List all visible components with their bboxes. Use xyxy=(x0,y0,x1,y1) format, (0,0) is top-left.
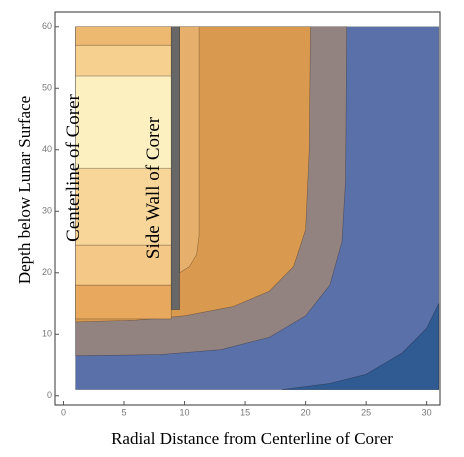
x-tick-label: 25 xyxy=(361,407,371,417)
contour-region xyxy=(75,44,172,77)
y-tick-label: 30 xyxy=(42,206,52,216)
contour-region xyxy=(170,26,180,310)
plot-frame xyxy=(54,11,441,406)
x-tick-label: 5 xyxy=(122,407,127,417)
plot-area xyxy=(75,26,440,390)
x-tick-label: 10 xyxy=(180,407,190,417)
x-tick-label: 15 xyxy=(240,407,250,417)
y-tick-label: 60 xyxy=(42,21,52,31)
y-tick-label: 40 xyxy=(42,144,52,154)
x-axis-label: Radial Distance from Centerline of Corer xyxy=(111,429,393,448)
x-tick-label: 20 xyxy=(301,407,311,417)
contour-region xyxy=(75,26,172,46)
contour-region xyxy=(75,284,172,320)
annotation: Centerline of Corer xyxy=(63,93,84,241)
x-tick-label: 30 xyxy=(422,407,432,417)
y-axis-label: Depth below Lunar Surface xyxy=(15,96,34,284)
y-tick-label: 50 xyxy=(42,83,52,93)
annotation: Side Wall of Corer xyxy=(143,116,164,259)
contour-region xyxy=(179,26,200,274)
contour-region xyxy=(281,303,440,390)
y-tick-label: 10 xyxy=(42,329,52,339)
x-tick-label: 0 xyxy=(61,407,66,417)
y-tick-label: 20 xyxy=(42,267,52,277)
y-tick-label: 0 xyxy=(47,390,52,400)
